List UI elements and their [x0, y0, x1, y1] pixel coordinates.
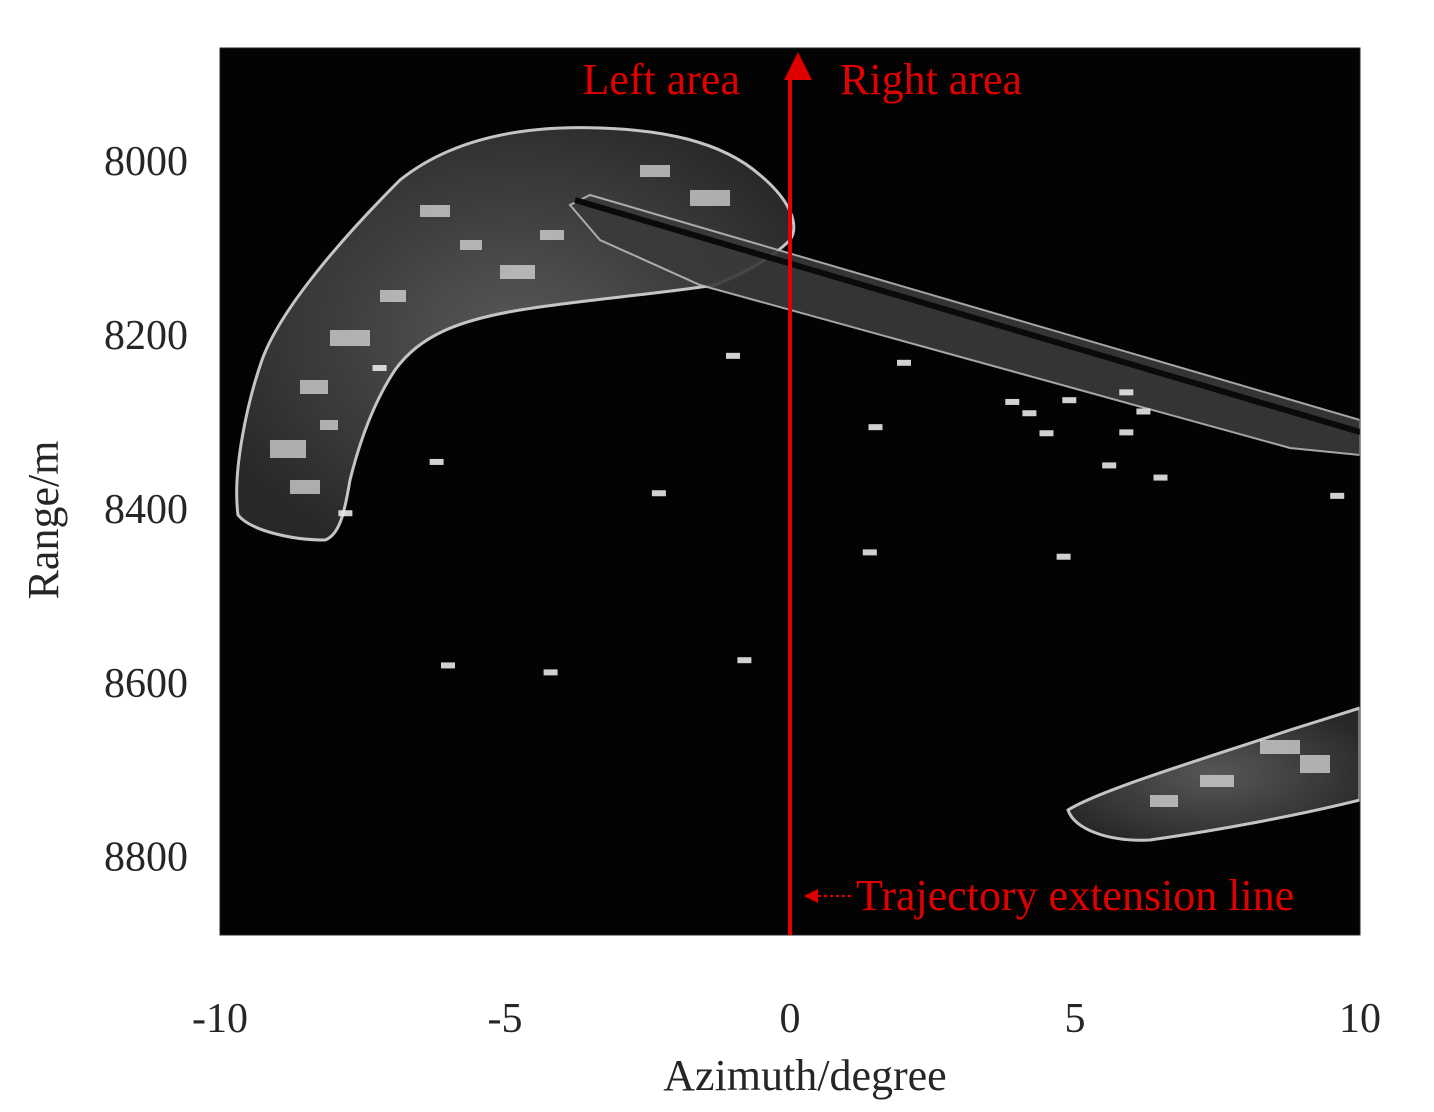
trajectory-pointer-head: [804, 889, 818, 903]
point-target: [1062, 397, 1077, 404]
point-target: [1119, 429, 1134, 436]
point-target: [1136, 408, 1151, 415]
point-target: [1022, 410, 1037, 417]
point-target: [1102, 462, 1117, 469]
point-target: [737, 657, 752, 664]
point-target: [441, 662, 455, 669]
point-target: [1039, 430, 1054, 437]
y-axis-label: Range/m: [19, 441, 68, 600]
point-target: [372, 365, 387, 372]
trajectory-arrowhead: [784, 52, 812, 80]
point-target: [1153, 474, 1168, 481]
x-tick-label: -5: [488, 996, 523, 1042]
runway-centerline: [574, 197, 1360, 435]
y-tick-label: 8600: [104, 661, 188, 707]
x-tick-label: -10: [192, 996, 248, 1042]
right-area-label: Right area: [840, 55, 1022, 104]
point-target: [338, 510, 353, 517]
x-tick-label: 5: [1065, 996, 1086, 1042]
left-area-label: Left area: [582, 55, 740, 104]
point-target: [868, 424, 883, 431]
land-texture: [270, 165, 1330, 807]
y-tick-label: 8200: [104, 313, 188, 359]
y-tick-label: 8400: [104, 487, 188, 533]
point-target: [1119, 389, 1134, 396]
y-tick-label: 8800: [104, 835, 188, 881]
x-tick-label: 0: [780, 996, 801, 1042]
x-axis-label: Azimuth/degree: [663, 1051, 946, 1100]
y-axis-ticks: 8000 8200 8400 8600 8800: [104, 139, 188, 881]
point-target: [429, 458, 444, 465]
point-target: [726, 352, 740, 359]
y-tick-label: 8000: [104, 139, 188, 185]
point-target: [1330, 492, 1345, 499]
point-target: [1005, 398, 1020, 405]
point-target: [862, 549, 877, 556]
point-target: [897, 359, 911, 366]
point-target: [1056, 553, 1071, 560]
point-target: [651, 490, 666, 497]
point-target: [543, 669, 558, 676]
x-tick-label: 10: [1339, 996, 1381, 1042]
x-axis-ticks: -10 -5 0 5 10: [192, 996, 1381, 1042]
trajectory-label: Trajectory extension line: [856, 871, 1294, 920]
point-targets: [338, 352, 1345, 676]
sar-image: [235, 126, 1360, 842]
